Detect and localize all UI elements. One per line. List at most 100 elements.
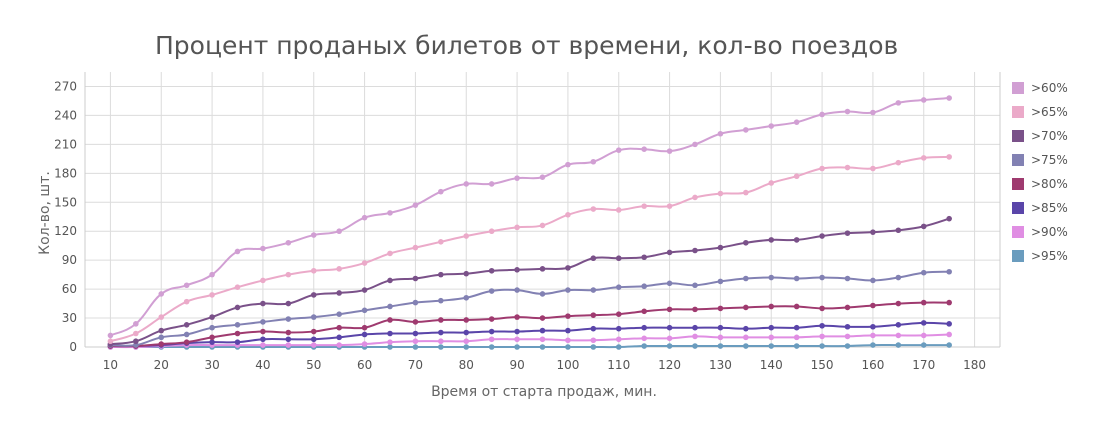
data-point[interactable] <box>666 280 673 287</box>
data-point[interactable] <box>717 343 724 349</box>
data-point[interactable] <box>615 284 622 290</box>
data-point[interactable] <box>768 334 775 341</box>
data-point[interactable] <box>387 303 393 310</box>
data-point[interactable] <box>412 330 419 337</box>
data-point[interactable] <box>463 329 470 336</box>
legend-item[interactable]: >75% <box>1012 153 1068 167</box>
data-point[interactable] <box>438 188 444 195</box>
data-point[interactable] <box>717 190 724 197</box>
data-point[interactable] <box>285 271 292 278</box>
data-point[interactable] <box>743 239 749 246</box>
data-point[interactable] <box>666 203 673 209</box>
data-point[interactable] <box>514 314 520 320</box>
data-point[interactable] <box>310 342 317 348</box>
data-point[interactable] <box>234 304 241 311</box>
series-5[interactable] <box>107 299 952 349</box>
data-point[interactable] <box>692 333 698 340</box>
data-point[interactable] <box>539 291 546 297</box>
legend-item[interactable]: >90% <box>1012 225 1068 239</box>
data-point[interactable] <box>641 254 647 261</box>
data-point[interactable] <box>692 194 698 201</box>
data-point[interactable] <box>463 317 470 323</box>
data-point[interactable] <box>692 343 698 349</box>
data-point[interactable] <box>895 227 902 234</box>
data-point[interactable] <box>336 342 342 348</box>
data-point[interactable] <box>336 228 342 235</box>
data-point[interactable] <box>793 303 800 310</box>
data-point[interactable] <box>641 283 647 290</box>
data-point[interactable] <box>920 269 927 276</box>
data-point[interactable] <box>361 260 368 266</box>
data-point[interactable] <box>590 337 597 344</box>
series-2[interactable] <box>107 154 952 345</box>
data-point[interactable] <box>768 180 775 186</box>
data-point[interactable] <box>793 275 800 282</box>
data-point[interactable] <box>412 319 419 325</box>
data-point[interactable] <box>107 332 114 339</box>
data-point[interactable] <box>209 314 215 320</box>
data-point[interactable] <box>438 317 444 323</box>
data-point[interactable] <box>361 307 368 314</box>
data-point[interactable] <box>946 154 952 160</box>
data-point[interactable] <box>539 174 546 180</box>
data-point[interactable] <box>514 287 520 293</box>
data-point[interactable] <box>844 333 851 340</box>
data-point[interactable] <box>844 108 851 115</box>
data-point[interactable] <box>310 232 317 238</box>
data-point[interactable] <box>793 119 800 125</box>
data-point[interactable] <box>615 207 622 213</box>
data-point[interactable] <box>412 299 419 306</box>
data-point[interactable] <box>743 343 749 349</box>
legend-item[interactable]: >70% <box>1012 129 1068 143</box>
data-point[interactable] <box>336 266 342 272</box>
data-point[interactable] <box>539 327 546 334</box>
data-point[interactable] <box>920 332 927 339</box>
data-point[interactable] <box>946 331 952 338</box>
data-point[interactable] <box>768 303 775 310</box>
data-point[interactable] <box>514 224 520 231</box>
data-point[interactable] <box>793 334 800 341</box>
data-point[interactable] <box>183 298 190 305</box>
data-point[interactable] <box>946 95 952 101</box>
data-point[interactable] <box>438 338 444 345</box>
data-point[interactable] <box>412 275 419 282</box>
data-point[interactable] <box>743 334 749 341</box>
data-point[interactable] <box>615 336 622 343</box>
data-point[interactable] <box>590 344 597 350</box>
data-point[interactable] <box>819 165 825 172</box>
data-point[interactable] <box>717 244 724 251</box>
data-point[interactable] <box>844 323 851 330</box>
data-point[interactable] <box>565 161 571 168</box>
data-point[interactable] <box>260 277 266 284</box>
data-point[interactable] <box>641 203 647 209</box>
data-point[interactable] <box>387 339 393 345</box>
data-point[interactable] <box>793 324 800 331</box>
series-3[interactable] <box>107 215 952 347</box>
data-point[interactable] <box>920 320 927 326</box>
data-point[interactable] <box>717 324 724 331</box>
data-point[interactable] <box>336 290 342 296</box>
data-point[interactable] <box>590 206 597 212</box>
data-point[interactable] <box>310 267 317 274</box>
data-point[interactable] <box>438 297 444 304</box>
data-point[interactable] <box>310 328 317 335</box>
data-point[interactable] <box>844 230 851 236</box>
data-point[interactable] <box>463 233 470 239</box>
data-point[interactable] <box>539 344 546 350</box>
data-point[interactable] <box>133 342 139 348</box>
data-point[interactable] <box>488 344 495 350</box>
data-point[interactable] <box>285 329 292 336</box>
legend-item[interactable]: >60% <box>1012 81 1068 95</box>
data-point[interactable] <box>438 271 444 278</box>
data-point[interactable] <box>387 210 393 216</box>
data-point[interactable] <box>844 304 851 311</box>
data-point[interactable] <box>463 338 470 345</box>
data-point[interactable] <box>336 334 342 341</box>
data-point[interactable] <box>895 300 902 307</box>
data-point[interactable] <box>514 328 520 335</box>
data-point[interactable] <box>310 336 317 343</box>
data-point[interactable] <box>260 300 266 307</box>
data-point[interactable] <box>692 282 698 289</box>
data-point[interactable] <box>590 325 597 332</box>
data-point[interactable] <box>488 181 495 187</box>
